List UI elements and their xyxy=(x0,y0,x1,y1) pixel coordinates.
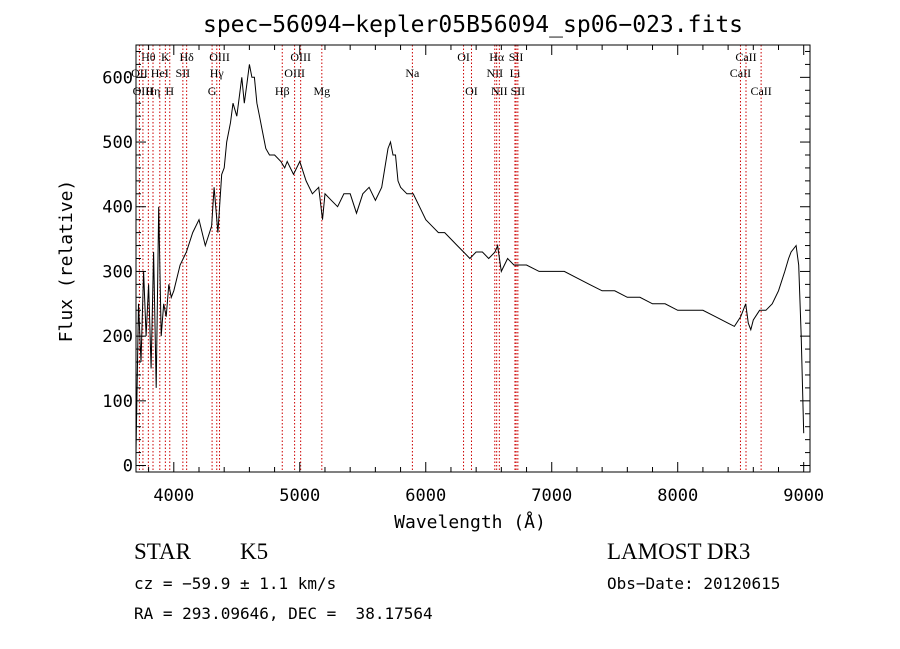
x-axis: 4000 5000 6000 7000 8000 9000 xyxy=(148,45,824,506)
x-tick-label: 8000 xyxy=(657,486,698,506)
coordinates-readout: RA = 293.09646, DEC = 38.17564 xyxy=(134,604,433,623)
line-marker-label: CaII xyxy=(735,50,756,64)
line-marker-label: OIII xyxy=(290,50,311,64)
line-marker-label: Hδ xyxy=(179,50,194,64)
line-marker-label: G xyxy=(208,84,217,98)
line-marker-label: Hα xyxy=(489,50,505,64)
line-marker-label: Hη xyxy=(146,84,161,98)
y-tick-label: 600 xyxy=(102,68,133,88)
y-tick-label: 200 xyxy=(102,327,133,347)
x-tick-label: 4000 xyxy=(153,486,194,506)
line-marker-label: OI xyxy=(457,50,470,64)
line-marker-label: CaII xyxy=(750,84,771,98)
x-tick-label: 9000 xyxy=(783,486,824,506)
line-marker-label: SII xyxy=(509,50,524,64)
y-axis: 0 100 200 300 400 500 600 xyxy=(102,50,810,477)
line-marker-label: K xyxy=(161,50,170,64)
y-tick-label: 300 xyxy=(102,262,133,282)
x-tick-label: 5000 xyxy=(279,486,320,506)
line-marker-label: HeI xyxy=(151,66,169,80)
object-class: STAR xyxy=(134,539,191,564)
x-tick-label: 6000 xyxy=(405,486,446,506)
line-marker-label: Hθ xyxy=(141,50,156,64)
line-marker-label: OI xyxy=(465,84,478,98)
spectral-subclass: K5 xyxy=(240,539,269,564)
line-marker-label: Li xyxy=(510,66,521,80)
line-marker-label: Mg xyxy=(313,84,330,98)
line-marker-label: NII xyxy=(486,66,503,80)
y-tick-label: 400 xyxy=(102,198,133,218)
line-marker-label: Hγ xyxy=(210,66,225,80)
x-tick-label: 7000 xyxy=(531,486,572,506)
plot-frame xyxy=(135,44,811,473)
line-marker-label: OIII xyxy=(284,66,305,80)
line-marker-label: NII xyxy=(491,84,508,98)
line-marker-label: CaII xyxy=(730,66,751,80)
line-marker-label: OIII xyxy=(209,50,230,64)
line-marker-label: Hβ xyxy=(275,84,290,98)
x-axis-label: Wavelength (Å) xyxy=(394,511,546,533)
emission-line-markers: HθOIIHηOIIIHeIKHSIIHδGHγOIIIHβOIIIOIIIMg… xyxy=(131,45,772,472)
y-tick-label: 0 xyxy=(123,457,133,477)
line-marker-label: Na xyxy=(405,66,420,80)
spectrum-line xyxy=(135,64,805,453)
y-tick-label: 500 xyxy=(102,133,133,153)
line-marker-label: SII xyxy=(176,66,191,80)
observation-date: Obs−Date: 20120615 xyxy=(607,574,781,593)
line-marker-label: OII xyxy=(131,66,148,80)
line-marker-label: H xyxy=(165,84,174,98)
chart-title: spec−56094−kepler05B56094_sp06−023.fits xyxy=(203,12,743,38)
line-marker-label: SII xyxy=(511,84,526,98)
y-axis-label: Flux (relative) xyxy=(56,180,77,343)
redshift-readout: cz = −59.9 ± 1.1 km/s xyxy=(134,574,337,593)
line-marker-label: OIII xyxy=(133,84,154,98)
y-tick-label: 100 xyxy=(102,392,133,412)
survey-name: LAMOST DR3 xyxy=(607,539,751,564)
